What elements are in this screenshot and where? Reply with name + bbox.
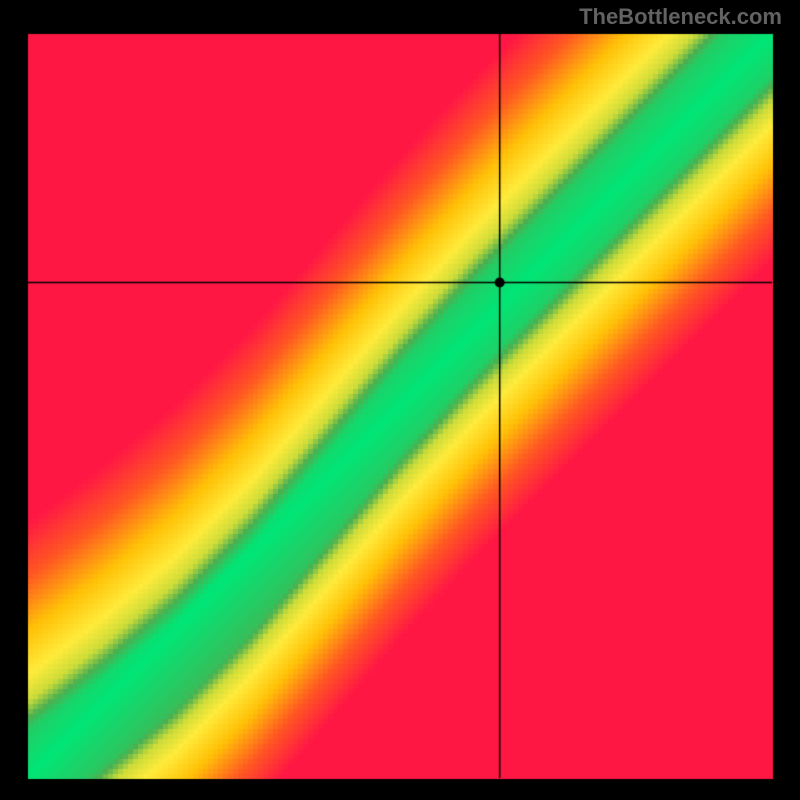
watermark: TheBottleneck.com xyxy=(579,4,782,30)
heatmap-canvas xyxy=(0,0,800,800)
bottleneck-heatmap xyxy=(0,0,800,800)
